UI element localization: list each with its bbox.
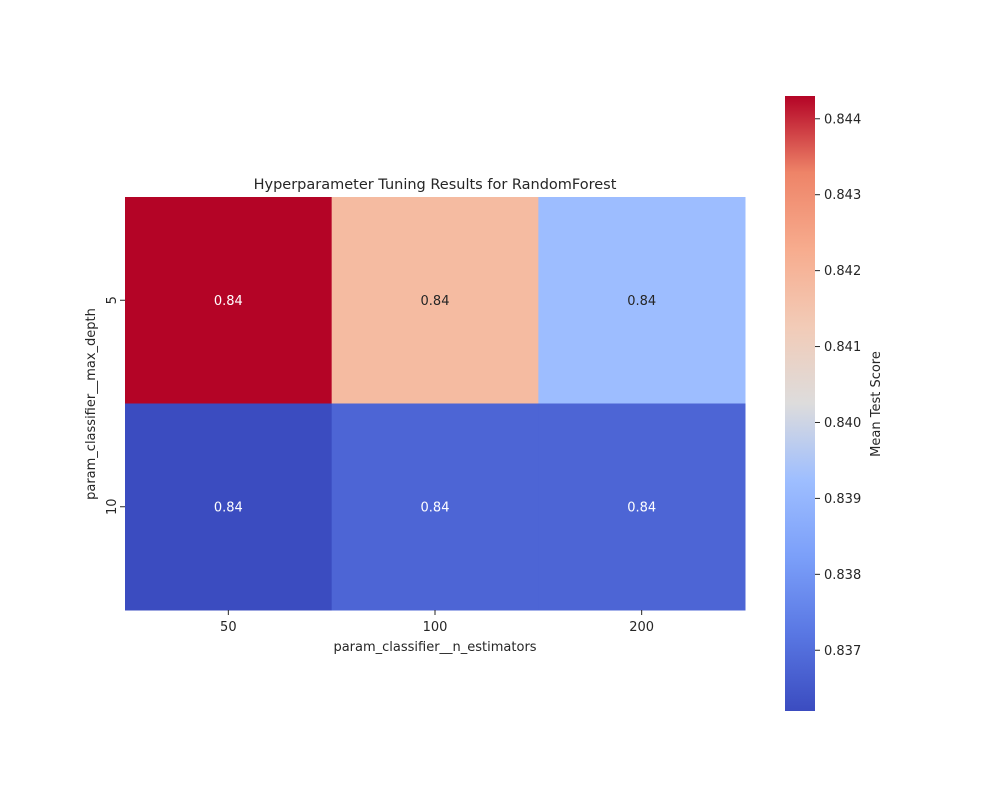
cell-annotation: 0.84 xyxy=(627,294,656,309)
heatmap-cell xyxy=(125,403,333,611)
heatmap-cell xyxy=(331,403,539,611)
colorbar-tick-label: 0.844 xyxy=(824,112,861,127)
y-axis-ticks: 5 10 xyxy=(105,296,125,515)
x-axis-label: param_classifier__n_estimators xyxy=(333,640,536,655)
cell-annotations: 0.84 0.84 0.84 0.84 0.84 0.84 xyxy=(214,294,656,516)
chart-title: Hyperparameter Tuning Results for Random… xyxy=(254,177,617,193)
colorbar-tick-label: 0.839 xyxy=(824,492,861,507)
colorbar-tick-label: 0.841 xyxy=(824,340,861,355)
x-tick-label: 50 xyxy=(220,620,237,635)
x-axis-ticks: 50 100 200 xyxy=(220,610,654,635)
colorbar-ticks: 0.837 0.838 0.839 0.840 0.841 0.842 0.843 0.844 xyxy=(815,112,861,659)
cell-annotation: 0.84 xyxy=(421,294,450,309)
colorbar-tick-label: 0.838 xyxy=(824,568,861,583)
x-tick-label: 100 xyxy=(423,620,448,635)
cell-annotation: 0.84 xyxy=(214,500,243,515)
colorbar-tick-label: 0.842 xyxy=(824,264,861,279)
colorbar-label: Mean Test Score xyxy=(869,351,884,457)
y-axis-label: param_classifier__max_depth xyxy=(84,308,99,500)
colorbar-tick-label: 0.843 xyxy=(824,188,861,203)
y-tick-label: 5 xyxy=(105,296,120,304)
heatmap-cells xyxy=(125,197,746,611)
heatmap-cell xyxy=(538,197,746,404)
heatmap-cell xyxy=(331,197,539,404)
colorbar-tick-label: 0.837 xyxy=(824,644,861,659)
cell-annotation: 0.84 xyxy=(421,500,450,515)
colorbar-tick-label: 0.840 xyxy=(824,416,861,431)
x-tick-label: 200 xyxy=(629,620,654,635)
cell-annotation: 0.84 xyxy=(627,500,656,515)
heatmap-cell xyxy=(125,197,333,404)
cell-annotation: 0.84 xyxy=(214,294,243,309)
colorbar xyxy=(785,96,815,711)
heatmap-cell xyxy=(538,403,746,611)
y-tick-label: 10 xyxy=(105,498,120,515)
